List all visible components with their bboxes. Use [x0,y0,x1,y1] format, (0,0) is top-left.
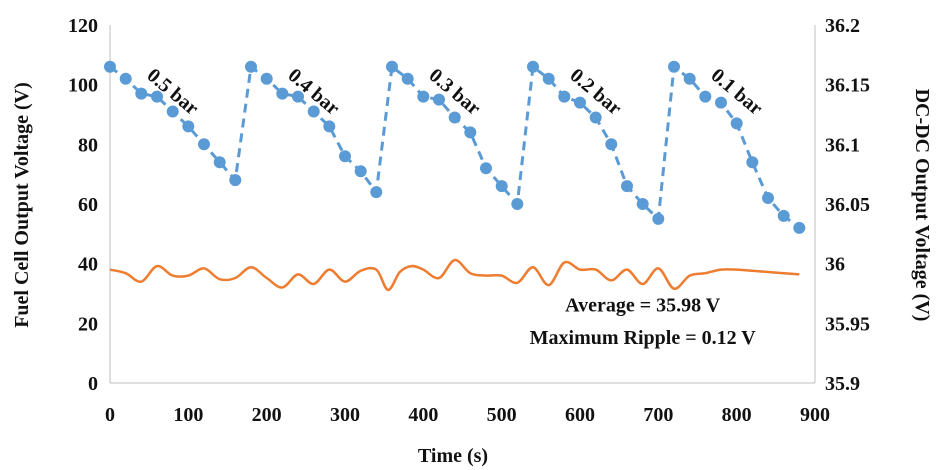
fuel-cell-voltage-point [668,60,680,73]
fuel-cell-voltage-point [198,138,210,151]
fuel-cell-voltage-point [104,60,116,73]
left-tick-label: 80 [78,134,98,156]
annotation-layer: 0.5 bar 0.4 bar 0.3 bar 0.2 bar 0.1 barAvera… [143,64,767,349]
fuel-cell-voltage-point [464,126,477,139]
series-left-group [104,60,806,234]
fuel-cell-voltage-point [370,186,383,199]
fuel-cell-voltage-point [135,87,148,100]
average-label: Average = 35.98 V [565,294,721,316]
fuel-cell-voltage-point [495,180,508,193]
pressure-label: 0.2 bar [566,64,626,119]
right-tick-label: 35.95 [825,313,870,335]
series-right-group [109,258,800,292]
fuel-cell-voltage-point [746,156,759,169]
fuel-cell-voltage-point [213,156,226,169]
fuel-cell-voltage-point [480,162,492,175]
left-tick-label: 0 [88,373,98,395]
fuel-cell-voltage-point [511,198,524,210]
x-tick-label: 700 [643,404,673,426]
fuel-cell-voltage-point [339,150,351,163]
fuel-cell-voltage-point [652,212,665,225]
left-tick-label: 60 [78,194,98,216]
fuel-cell-voltage-point [229,174,242,187]
x-tick-label: 0 [105,404,115,426]
x-axis-title: Time (s) [418,445,488,467]
x-tick-label: 500 [487,404,517,426]
right-tick-label: 36.15 [825,75,870,97]
left-axis-ticks: 0 20 40 60 80 100 120 [68,15,98,395]
fuel-cell-voltage-point [276,87,289,100]
fuel-cell-voltage-point [151,90,163,103]
left-tick-label: 40 [78,254,98,276]
fuel-cell-voltage-point [699,90,712,103]
right-axis-ticks: 35.9 35.95 36 36.05 36.1 36.15 36.2 [825,15,870,395]
fuel-cell-voltage-point [574,96,586,109]
fuel-cell-voltage-point [433,93,445,106]
fuel-cell-voltage-point [386,60,398,73]
right-tick-label: 36 [825,254,845,276]
fuel-cell-voltage-point [448,111,461,124]
fuel-cell-voltage-point [605,138,618,151]
x-tick-label: 400 [408,404,438,426]
fuel-cell-voltage-point [401,72,414,85]
fuel-cell-voltage-point [542,72,555,85]
fuel-cell-voltage-point [636,198,649,210]
fuel-cell-voltage-point [354,165,367,178]
left-axis-title: Fuel Cell Output Voltage (V) [11,82,33,328]
max-ripple-label: Maximum Ripple = 0.12 V [530,327,757,349]
x-tick-label: 100 [173,404,203,426]
fuel-cell-voltage-point [119,72,132,85]
fuel-cell-voltage-point [245,60,257,73]
fuel-cell-voltage-point [730,117,743,130]
series-layer [104,60,806,292]
fuel-cell-voltage-point [715,96,727,109]
fuel-cell-voltage-point [292,90,304,103]
right-tick-label: 36.2 [825,15,860,37]
right-tick-label: 35.9 [825,373,860,395]
fuel-cell-voltage-point [527,60,539,73]
fuel-cell-voltage-point [683,72,696,85]
fuel-cell-voltage-point [793,221,806,234]
fuel-cell-voltage-point [621,180,633,193]
left-tick-label: 120 [68,15,98,37]
fuel-cell-voltage-point [323,120,336,133]
x-tick-label: 200 [252,404,282,426]
x-tick-label: 900 [800,404,830,426]
left-tick-label: 100 [68,75,98,97]
right-tick-label: 36.1 [825,134,860,156]
fuel-cell-voltage-point [260,72,273,85]
pressure-label: 0.3 bar [425,64,485,119]
pressure-label: 0.1 bar [707,64,767,119]
x-tick-label: 300 [330,404,360,426]
plot-frame [109,25,816,384]
right-axis-title: DC-DC Output Voltage (V) [911,89,933,322]
fuel-cell-voltage-point [589,111,602,124]
fuel-cell-voltage-point [777,209,790,222]
fuel-cell-voltage-point [417,90,430,103]
x-tick-label: 600 [565,404,595,426]
dc-dc-voltage-line [109,258,800,292]
fuel-cell-voltage-point [307,105,320,118]
right-tick-label: 36.05 [825,194,870,216]
fuel-cell-voltage-point [558,90,571,103]
left-tick-label: 20 [78,313,98,335]
fuel-cell-voltage-point [762,192,774,204]
fuel-cell-voltage-point [166,105,179,118]
fuel-cell-voltage-point [182,120,195,133]
x-axis-ticks: 0 100 200 300 400 500 600 700 800 900 [105,404,830,426]
x-tick-label: 800 [722,404,752,426]
